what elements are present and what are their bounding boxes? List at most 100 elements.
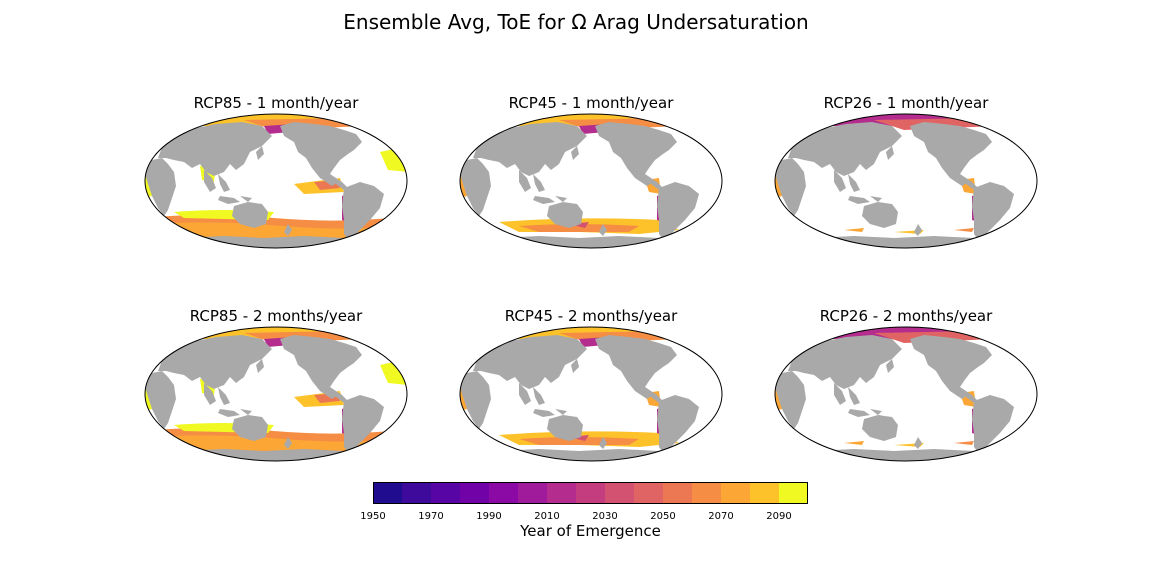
land [595, 335, 677, 399]
map-frame [774, 113, 1038, 249]
land [914, 224, 922, 236]
land [460, 236, 722, 248]
map-svg [144, 113, 408, 249]
land [240, 196, 252, 202]
land [775, 371, 806, 429]
land [599, 224, 607, 236]
colorbar-swatch [634, 482, 664, 504]
land [848, 196, 870, 204]
land [886, 359, 894, 373]
land [204, 170, 216, 192]
land [533, 409, 555, 417]
land [910, 122, 992, 186]
colorbar-tick-label: 2010 [534, 511, 560, 522]
map-panel-rcp85-2m: RCP85 - 2 months/year [144, 307, 408, 462]
land [1006, 331, 1026, 347]
land [848, 387, 860, 405]
land [284, 224, 292, 236]
panel-title: RCP85 - 2 months/year [189, 307, 363, 325]
colorbar-swatch [750, 482, 780, 504]
colorbar-tick-label: 1950 [360, 511, 386, 522]
colorbar-swatch [431, 482, 461, 504]
land [519, 170, 531, 192]
colorbar-swatch [518, 482, 548, 504]
panel-title: RCP26 - 1 month/year [823, 94, 989, 112]
land [960, 387, 978, 403]
land [256, 146, 264, 160]
map-frame [774, 326, 1038, 462]
land [145, 158, 176, 216]
land [330, 174, 348, 190]
land [848, 409, 870, 417]
land [775, 236, 1037, 248]
panel-title: RCP26 - 2 months/year [819, 307, 993, 325]
land [1006, 118, 1026, 134]
land [533, 196, 555, 204]
colorbar-swatch [663, 482, 693, 504]
land [158, 122, 272, 176]
map-panel-rcp26-1m: RCP26 - 1 month/year [774, 94, 1038, 249]
land [533, 387, 545, 405]
land [595, 122, 677, 186]
land [960, 174, 978, 190]
land [657, 182, 699, 242]
land [571, 146, 579, 160]
land [232, 415, 268, 441]
land [473, 122, 587, 176]
colorbar-swatch [605, 482, 635, 504]
land [232, 202, 268, 228]
land [280, 335, 362, 399]
land [775, 158, 806, 216]
southern-ocean-emergence [954, 228, 974, 232]
land [645, 387, 663, 403]
land [376, 331, 396, 347]
land [342, 395, 384, 455]
land [460, 371, 491, 429]
land [240, 409, 252, 415]
colorbar-outline [373, 482, 808, 504]
southern-ocean-emergence [145, 435, 407, 451]
colorbar-swatch [373, 482, 403, 504]
land [788, 335, 902, 389]
land [972, 182, 1014, 242]
land [645, 174, 663, 190]
map-panel-rcp26-2m: RCP26 - 2 months/year [774, 307, 1038, 462]
southern-ocean-emergence [844, 441, 864, 445]
colorbar-label: Year of Emergence [520, 522, 661, 540]
land [870, 196, 882, 202]
colorbar-tick-label: 2090 [766, 511, 792, 522]
land [788, 122, 902, 176]
land [460, 449, 722, 461]
land [376, 118, 396, 134]
map-panel-rcp85-1m: RCP85 - 1 month/year [144, 94, 408, 249]
land [280, 122, 362, 186]
map-svg [459, 113, 723, 249]
map-svg [774, 326, 1038, 462]
colorbar-tick-label: 1990 [476, 511, 502, 522]
land [555, 409, 567, 415]
land [914, 437, 922, 449]
land [862, 202, 898, 228]
land [218, 196, 240, 204]
land [547, 415, 583, 441]
colorbar-swatch [547, 482, 577, 504]
colorbar-swatch [402, 482, 432, 504]
land [775, 449, 1037, 461]
land [599, 437, 607, 449]
land [691, 331, 711, 347]
land [204, 383, 216, 405]
southern-ocean-emergence [519, 224, 639, 232]
map-svg [144, 326, 408, 462]
map-svg [774, 113, 1038, 249]
land [145, 236, 407, 248]
land [834, 383, 846, 405]
southern-ocean-emergence [954, 441, 974, 445]
land [330, 387, 348, 403]
land [460, 158, 491, 216]
land [547, 202, 583, 228]
panel-title: RCP45 - 1 month/year [508, 94, 674, 112]
colorbar-tick-label: 2050 [650, 511, 676, 522]
land [145, 371, 176, 429]
southern-ocean-emergence [519, 437, 639, 445]
land [834, 170, 846, 192]
